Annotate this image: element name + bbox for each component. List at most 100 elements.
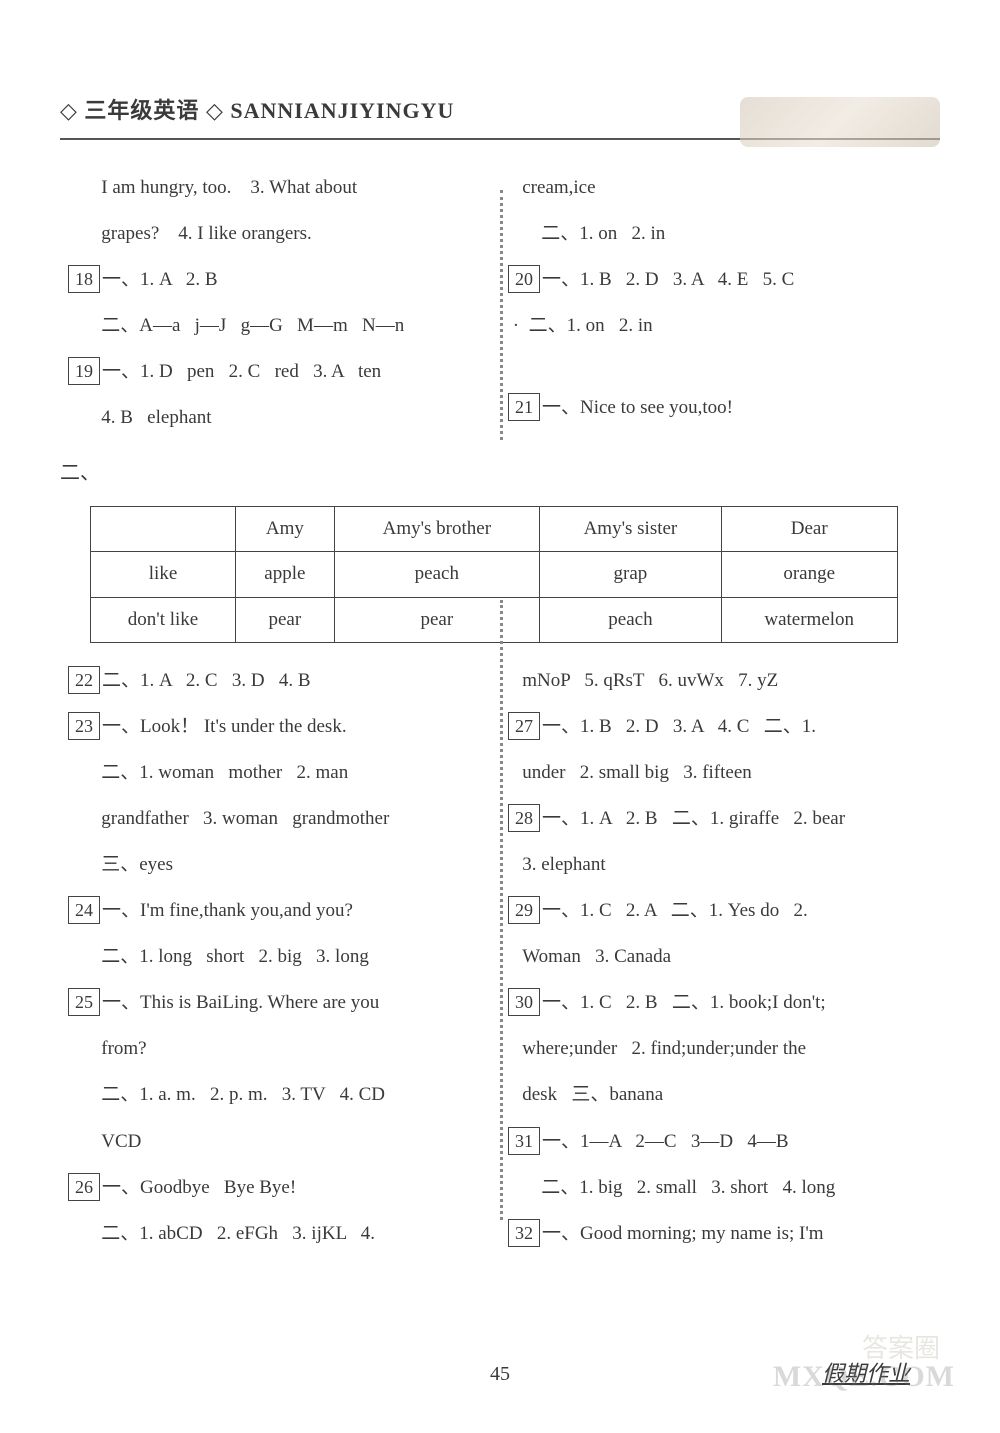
page-header: ◇ 三年级英语 ◇ SANNIANJIYINGYU (60, 90, 940, 140)
text-line: 24一、I'm fine,thank you,and you? (68, 893, 492, 929)
text-line: 22二、1. A 2. C 3. D 4. B (68, 663, 492, 699)
diamond-right: ◇ (206, 98, 224, 123)
watermark-url: MXQE.COM (773, 1348, 955, 1405)
text-line: 26一、Goodbye Bye Bye! (68, 1170, 492, 1206)
table-row: like apple peach grap orange (91, 552, 898, 597)
text-line: where;under 2. find;under;under the (508, 1031, 932, 1067)
answer-text: 一、1. A 2. B 二、1. giraffe 2. bear (542, 808, 845, 829)
text-line: under 2. small big 3. fifteen (508, 755, 932, 791)
table-cell: grap (539, 552, 721, 597)
text-line: 二、1. big 2. small 3. short 4. long (508, 1170, 932, 1206)
text-line: cream,ice (508, 170, 932, 206)
table-header: Amy's brother (334, 507, 539, 552)
title-cn: 三年级英语 (84, 98, 199, 123)
text-line: mNoP 5. qRsT 6. uvWx 7. yZ (508, 663, 932, 699)
answer-text: 一、Look！ It's under the desk. (102, 716, 347, 737)
text-line: 21一、Nice to see you,too! (508, 390, 932, 426)
question-number: 27 (508, 712, 540, 740)
text-line: 二、1. a. m. 2. p. m. 3. TV 4. CD (68, 1077, 492, 1113)
answer-text: 一、1. C 2. A 二、1. Yes do 2. (542, 900, 808, 921)
answer-text: 一、I'm fine,thank you,and you? (102, 900, 353, 921)
page-title: ◇ 三年级英语 ◇ SANNIANJIYINGYU (60, 90, 454, 132)
table-header: Amy's sister (539, 507, 721, 552)
text-line: 19一、1. D pen 2. C red 3. A ten (68, 354, 492, 390)
text-line: 3. elephant (508, 847, 932, 883)
table-cell: orange (721, 552, 897, 597)
text-line: 4. B elephant (68, 400, 492, 436)
column-divider-bottom (500, 600, 503, 1220)
text-line: 25一、This is BaiLing. Where are you (68, 985, 492, 1021)
question-number: 29 (508, 896, 540, 924)
header-decoration (740, 97, 940, 147)
text-line: 二、1. on 2. in (508, 216, 932, 252)
question-number: 22 (68, 666, 100, 694)
top-right-column: cream,ice 二、1. on 2. in 20一、1. B 2. D 3.… (500, 170, 940, 447)
bottom-right-column: mNoP 5. qRsT 6. uvWx 7. yZ 27一、1. B 2. D… (500, 663, 940, 1262)
answer-text: 一、This is BaiLing. Where are you (102, 992, 379, 1013)
question-number: 31 (508, 1127, 540, 1155)
answer-text: 一、1. B 2. D 3. A 4. E 5. C (542, 269, 794, 290)
table-cell: peach (334, 552, 539, 597)
question-number: 19 (68, 357, 100, 385)
text-line: desk 三、banana (508, 1077, 932, 1113)
top-left-column: I am hungry, too. 3. What about grapes? … (60, 170, 500, 447)
table-cell: peach (539, 597, 721, 642)
spacer (508, 354, 932, 380)
table-cell: like (91, 552, 236, 597)
preference-table: Amy Amy's brother Amy's sister Dear like… (90, 506, 898, 642)
text-line: 31一、1—A 2—C 3—D 4—B (508, 1124, 932, 1160)
diamond-left: ◇ (60, 98, 78, 123)
table-header-row: Amy Amy's brother Amy's sister Dear (91, 507, 898, 552)
text-line: 30一、1. C 2. B 二、1. book;I don't; (508, 985, 932, 1021)
answer-text: 一、1. B 2. D 3. A 4. C 二、1. (542, 716, 816, 737)
question-number: 26 (68, 1173, 100, 1201)
answer-text: 一、Nice to see you,too! (542, 397, 733, 418)
text-line: grandfather 3. woman grandmother (68, 801, 492, 837)
question-number: 24 (68, 896, 100, 924)
question-number: 25 (68, 988, 100, 1016)
text-line: 三、eyes (68, 847, 492, 883)
text-line: 28一、1. A 2. B 二、1. giraffe 2. bear (508, 801, 932, 837)
page-number: 45 (490, 1355, 510, 1393)
table-header (91, 507, 236, 552)
text-line: 32一、Good morning; my name is; I'm (508, 1216, 932, 1252)
text-line: from? (68, 1031, 492, 1067)
question-number: 30 (508, 988, 540, 1016)
text-line: 二、1. abCD 2. eFGh 3. ijKL 4. (68, 1216, 492, 1252)
table-cell: pear (236, 597, 335, 642)
text-line: 23一、Look！ It's under the desk. (68, 709, 492, 745)
table-cell: watermelon (721, 597, 897, 642)
question-number: 23 (68, 712, 100, 740)
answer-text: 一、Good morning; my name is; I'm (542, 1223, 824, 1244)
question-number: 20 (508, 265, 540, 293)
answer-text: 一、1. A 2. B (102, 269, 218, 290)
bottom-left-column: 22二、1. A 2. C 3. D 4. B 23一、Look！ It's u… (60, 663, 500, 1262)
text-line: grapes? 4. I like orangers. (68, 216, 492, 252)
text-line: 二、1. long short 2. big 3. long (68, 939, 492, 975)
text-line: 二、1. woman mother 2. man (68, 755, 492, 791)
text-line: 二、A—a j—J g—G M—m N—n (68, 308, 492, 344)
text-line: Woman 3. Canada (508, 939, 932, 975)
question-number: 18 (68, 265, 100, 293)
table-cell: pear (334, 597, 539, 642)
text-line: 20一、1. B 2. D 3. A 4. E 5. C (508, 262, 932, 298)
answer-text: 一、1—A 2—C 3—D 4—B (542, 1131, 789, 1152)
table-header: Amy (236, 507, 335, 552)
answer-text: 一、1. D pen 2. C red 3. A ten (102, 361, 381, 382)
text-line: · 二、1. on 2. in (508, 308, 932, 344)
text-line: VCD (68, 1124, 492, 1160)
question-number: 28 (508, 804, 540, 832)
column-divider-top (500, 190, 503, 440)
question-number: 32 (508, 1219, 540, 1247)
text-line: 27一、1. B 2. D 3. A 4. C 二、1. (508, 709, 932, 745)
table-header: Dear (721, 507, 897, 552)
table-cell: don't like (91, 597, 236, 642)
section-label: 二、 (60, 454, 940, 492)
table-cell: apple (236, 552, 335, 597)
question-number: 21 (508, 393, 540, 421)
text-line: 29一、1. C 2. A 二、1. Yes do 2. (508, 893, 932, 929)
title-pinyin: SANNIANJIYINGYU (230, 98, 454, 123)
answer-text: 一、Goodbye Bye Bye! (102, 1177, 296, 1198)
answer-text: 一、1. C 2. B 二、1. book;I don't; (542, 992, 826, 1013)
answer-text: 二、1. A 2. C 3. D 4. B (102, 670, 311, 691)
